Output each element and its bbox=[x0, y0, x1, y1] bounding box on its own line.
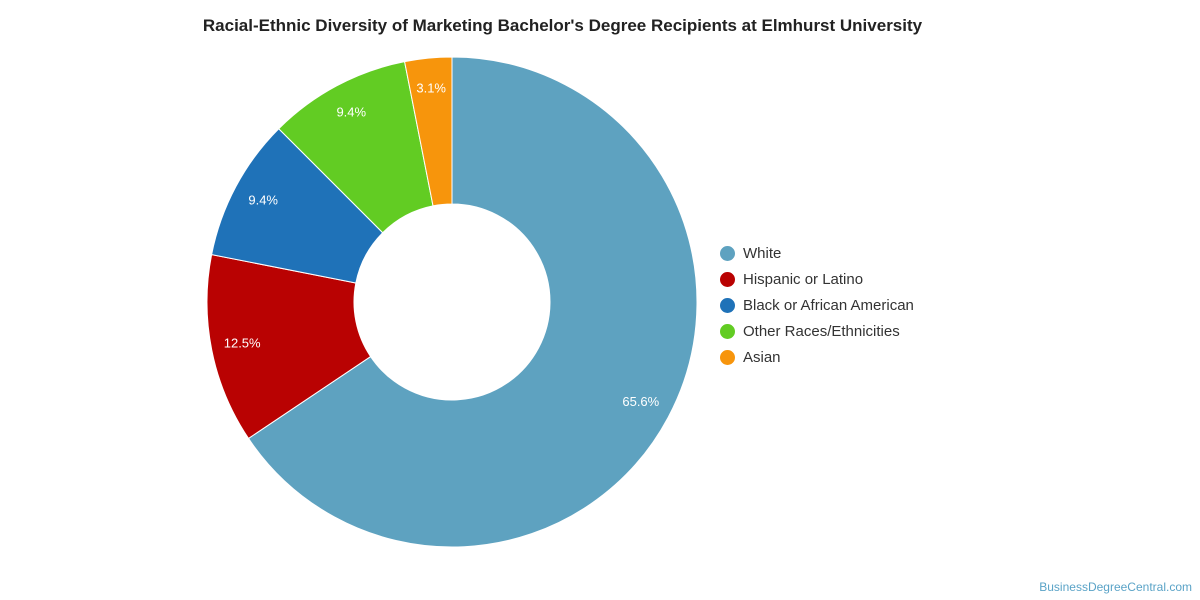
legend-swatch-0 bbox=[720, 245, 735, 261]
slice-label-2: 9.4% bbox=[248, 193, 278, 208]
legend-label-4: Asian bbox=[743, 348, 781, 366]
legend-swatch-4 bbox=[720, 349, 735, 365]
slice-labels-group: 65.6% 12.5% 9.4% 9.4% 3.1% bbox=[224, 80, 660, 409]
legend-item-0[interactable]: White bbox=[720, 240, 914, 266]
legend-label-2: Black or African American bbox=[743, 296, 914, 314]
slice-label-0: 65.6% bbox=[622, 394, 659, 409]
slice-4[interactable] bbox=[403, 56, 453, 207]
legend-swatch-3 bbox=[720, 323, 735, 339]
slices-group bbox=[206, 56, 698, 548]
slice-label-1: 12.5% bbox=[224, 336, 261, 351]
slice-label-3: 9.4% bbox=[336, 105, 366, 120]
source-credit[interactable]: BusinessDegreeCentral.com bbox=[1039, 580, 1192, 594]
legend-item-2[interactable]: Black or African American bbox=[720, 292, 914, 318]
legend-label-3: Other Races/Ethnicities bbox=[743, 322, 900, 340]
legend-swatch-2 bbox=[720, 297, 735, 313]
legend-label-0: White bbox=[743, 244, 782, 262]
legend-item-4[interactable]: Asian bbox=[720, 344, 914, 370]
legend-swatch-1 bbox=[720, 271, 735, 287]
chart-title: Racial-Ethnic Diversity of Marketing Bac… bbox=[202, 16, 923, 35]
legend-label-1: Hispanic or Latino bbox=[743, 270, 864, 288]
legend: White Hispanic or Latino Black or African … bbox=[720, 240, 914, 370]
slice-label-4: 3.1% bbox=[416, 80, 446, 95]
slice-1[interactable] bbox=[206, 253, 372, 440]
slice-0[interactable] bbox=[247, 56, 698, 548]
legend-item-1[interactable]: Hispanic or Latino bbox=[720, 266, 914, 292]
legend-item-3[interactable]: Other Races/Ethnicities bbox=[720, 318, 914, 344]
